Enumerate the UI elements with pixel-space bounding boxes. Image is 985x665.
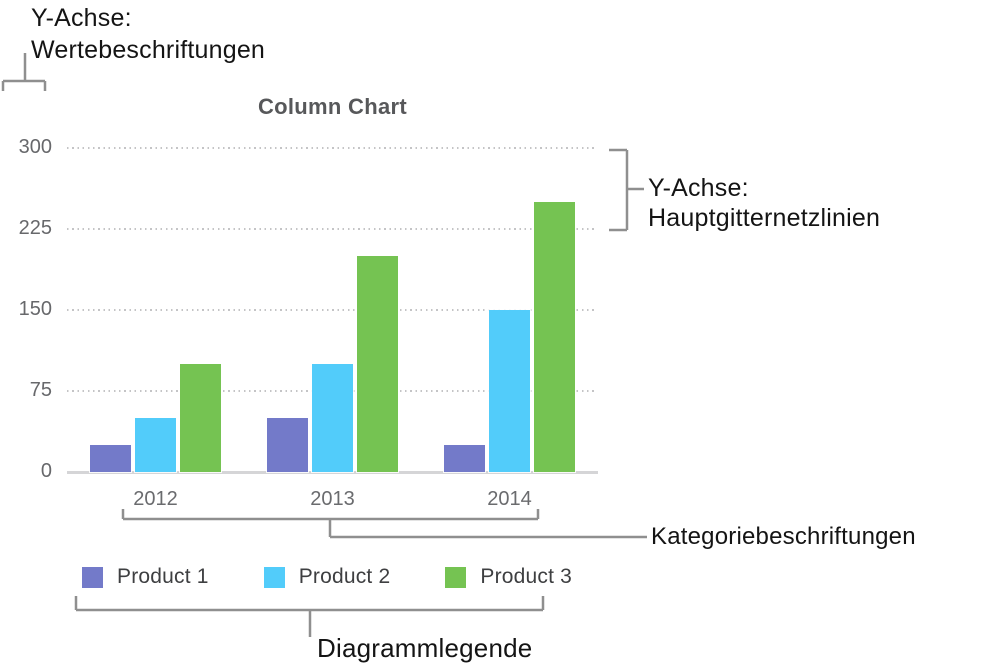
category-labels-bracket [121,509,647,539]
gridline [67,147,597,149]
bar-product-3-2012 [180,364,221,472]
y-axis-tick-label: 300 [18,136,52,158]
category-label: 2014 [487,488,532,510]
gridline [67,309,597,311]
legend-item: Product 3 [445,565,572,589]
bar-product-2-2014 [489,310,530,472]
bar-product-2-2012 [135,418,176,472]
bar-product-1-2014 [444,445,485,472]
value-labels-bracket [1,53,47,91]
chart-legend: Product 1 Product 2 Product 3 [82,565,572,589]
category-label: 2013 [310,488,355,510]
x-axis-line [67,471,598,474]
annotation-category-labels: Kategoriebeschriftungen [651,523,916,550]
bar-product-1-2012 [90,445,131,472]
legend-swatch [263,566,285,588]
bar-product-3-2013 [357,256,398,472]
legend-label: Product 1 [117,565,209,588]
bar-product-1-2013 [267,418,308,472]
legend-item: Product 1 [82,565,209,589]
annotation-gridlines-line2: Hauptgitternetzlinien [648,204,881,232]
y-axis-tick-label: 150 [18,298,52,320]
chart-title: Column Chart [257,94,408,119]
gridline [67,228,597,230]
legend-label: Product 3 [480,565,573,588]
legend-swatch [82,566,103,588]
y-axis-tick-label: 75 [29,379,52,401]
gridlines-bracket [609,148,644,232]
legend-swatch [445,566,467,588]
bar-product-3-2014 [534,202,575,472]
annotation-value-labels-line2: Wertebeschriftungen [31,36,266,64]
annotation-value-labels-line1: Y-Achse: [31,4,132,32]
category-label: 2012 [133,488,178,510]
y-axis-tick-label: 225 [18,217,52,239]
y-axis-tick-label: 0 [40,460,52,482]
annotation-chart-legend: Diagrammlegende [317,633,533,663]
annotation-gridlines-line1: Y-Achse: [648,174,749,202]
legend-bracket [74,596,545,637]
legend-item: Product 2 [263,565,391,589]
bar-product-2-2013 [312,364,353,472]
annotation-value-labels: Y-Achse: Wertebeschriftungen [31,2,265,66]
legend-label: Product 2 [298,565,391,588]
annotation-gridlines: Y-Achse: Hauptgitternetzlinien [648,173,880,233]
